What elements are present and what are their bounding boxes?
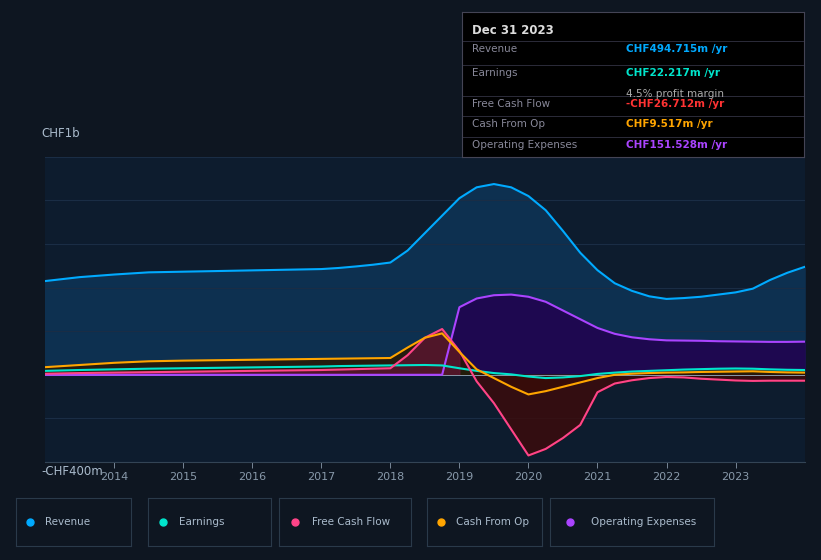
- Text: Operating Expenses: Operating Expenses: [472, 139, 577, 150]
- Text: Cash From Op: Cash From Op: [456, 517, 529, 527]
- Text: 4.5% profit margin: 4.5% profit margin: [626, 89, 724, 99]
- Text: CHF22.217m /yr: CHF22.217m /yr: [626, 68, 720, 78]
- Text: Free Cash Flow: Free Cash Flow: [312, 517, 390, 527]
- Text: Dec 31 2023: Dec 31 2023: [472, 24, 554, 36]
- Text: CHF1b: CHF1b: [41, 127, 80, 140]
- Text: CHF9.517m /yr: CHF9.517m /yr: [626, 119, 713, 129]
- Text: Cash From Op: Cash From Op: [472, 119, 545, 129]
- Text: Revenue: Revenue: [45, 517, 90, 527]
- Text: -CHF26.712m /yr: -CHF26.712m /yr: [626, 99, 724, 109]
- Text: CHF494.715m /yr: CHF494.715m /yr: [626, 44, 727, 54]
- Text: -CHF400m: -CHF400m: [41, 465, 103, 478]
- Text: Operating Expenses: Operating Expenses: [591, 517, 696, 527]
- Text: Earnings: Earnings: [178, 517, 224, 527]
- Text: Earnings: Earnings: [472, 68, 518, 78]
- Text: CHF151.528m /yr: CHF151.528m /yr: [626, 139, 727, 150]
- Text: Revenue: Revenue: [472, 44, 517, 54]
- Text: Free Cash Flow: Free Cash Flow: [472, 99, 550, 109]
